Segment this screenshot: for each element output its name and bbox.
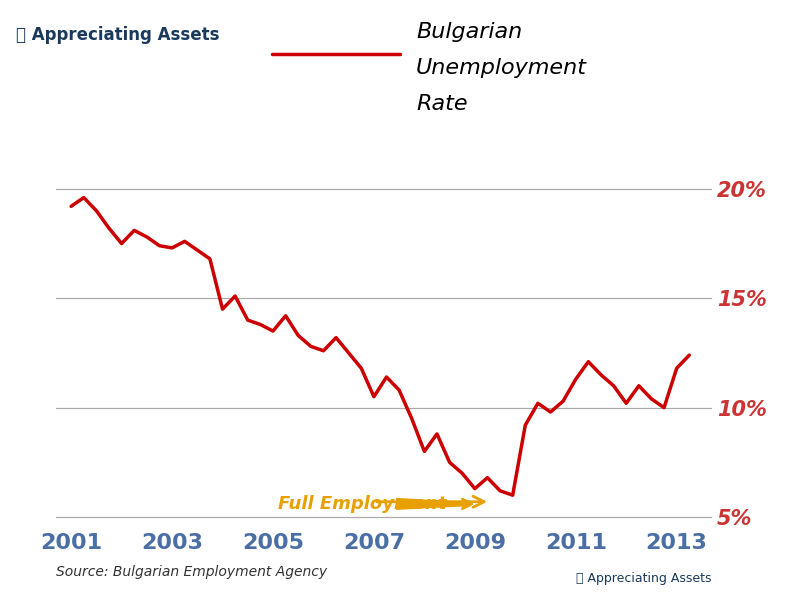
Text: Russian: Russian	[420, 50, 536, 62]
Text: Rate: Rate	[416, 94, 468, 114]
Text: Bulgarian: Bulgarian	[416, 22, 522, 42]
Text: into the Russian Market: into the Russian Market	[420, 48, 568, 61]
Text: 🔵 Appreciating Assets: 🔵 Appreciating Assets	[16, 26, 219, 44]
Text: 🔵 Appreciating Assets: 🔵 Appreciating Assets	[576, 572, 711, 585]
Text: Unemployment: Unemployment	[416, 58, 587, 78]
Text: Sell your Bulgarian Property Now: Sell your Bulgarian Property Now	[420, 21, 654, 34]
Text: Source: Bulgarian Employment Agency: Source: Bulgarian Employment Agency	[56, 565, 327, 579]
Text: Full Employment: Full Employment	[278, 495, 446, 513]
